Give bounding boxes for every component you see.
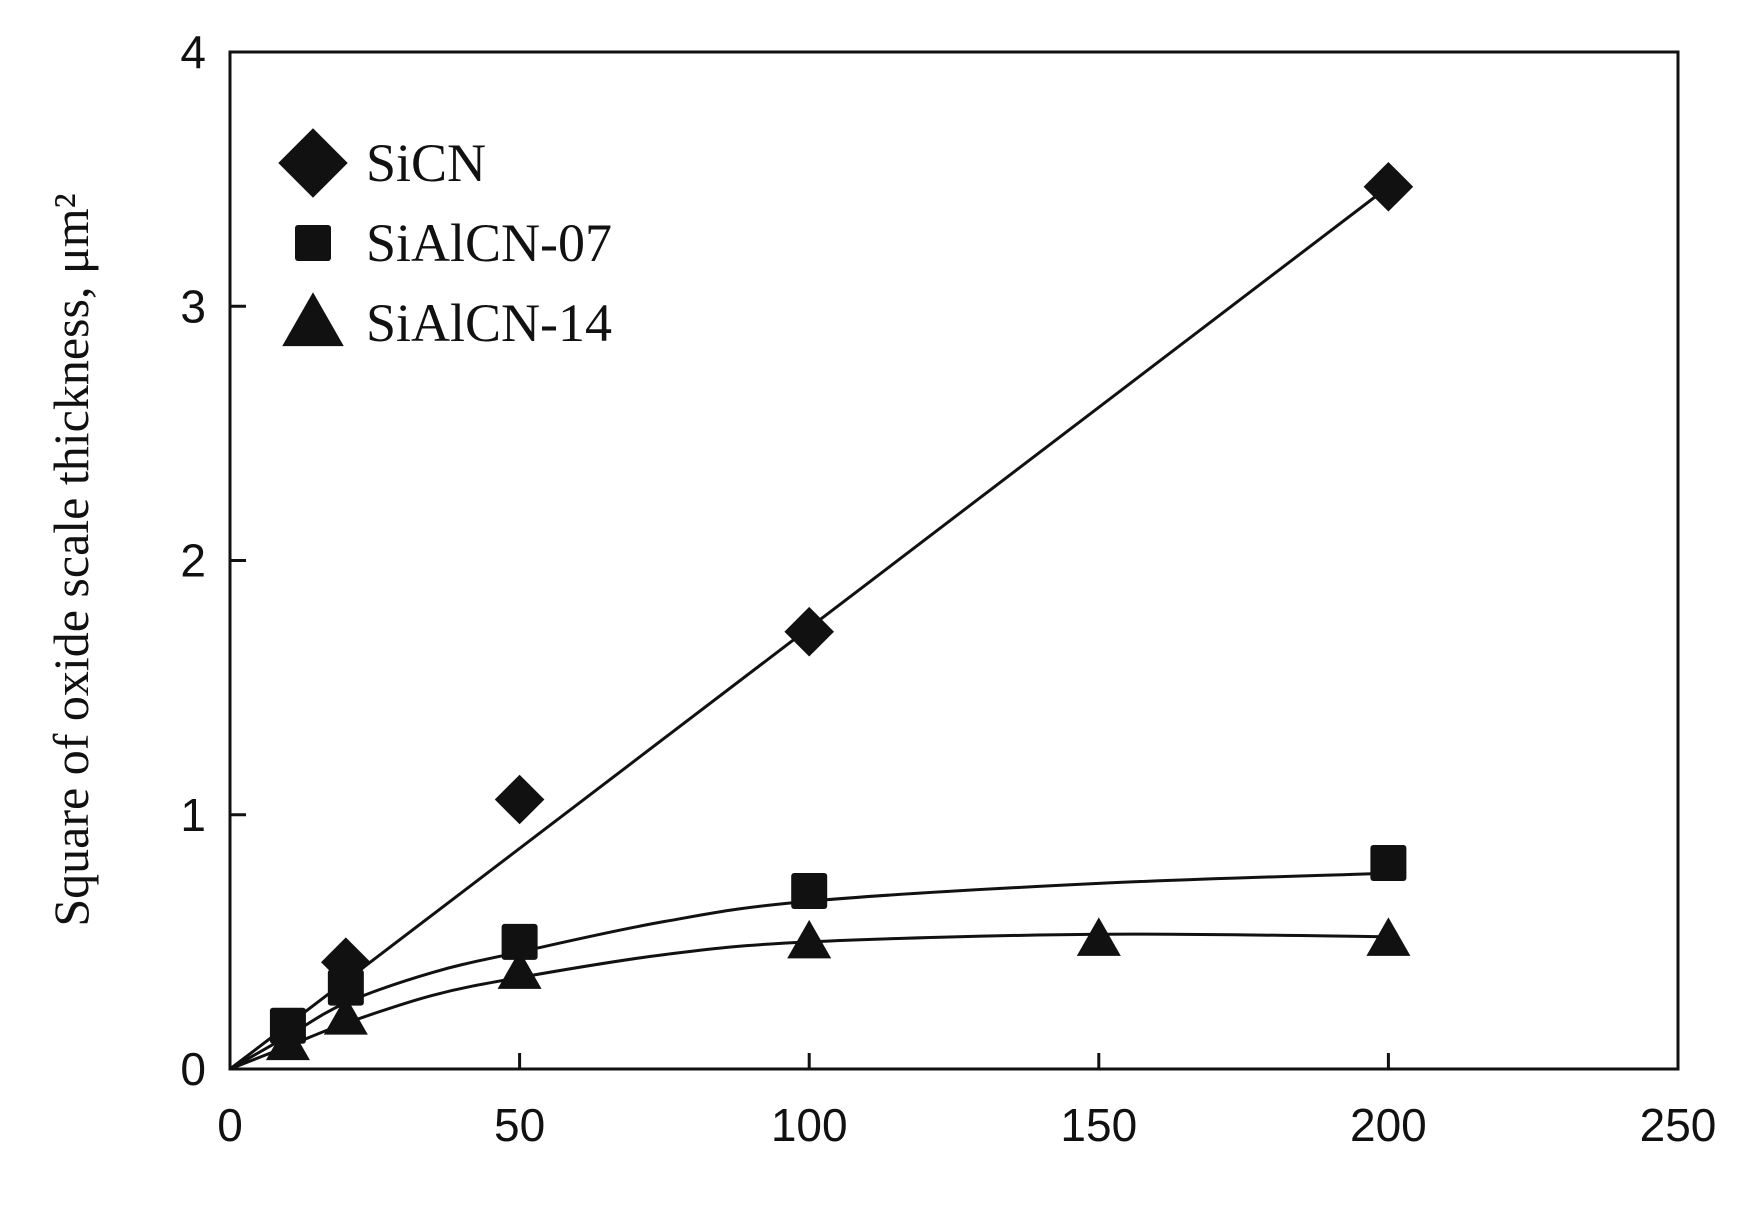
y-tick-label-4: 4 bbox=[180, 26, 206, 78]
legend-label-sialcn-14: SiAlCN-14 bbox=[366, 293, 612, 353]
point-sicn-200 bbox=[1363, 161, 1414, 212]
point-sialcn-07-100 bbox=[791, 873, 828, 910]
legend: SiCN SiAlCN-07 SiAlCN-14 bbox=[278, 128, 612, 353]
legend-label-sialcn-07: SiAlCN-07 bbox=[366, 213, 612, 273]
x-tick-label-50: 50 bbox=[494, 1099, 545, 1151]
y-tick-label-2: 2 bbox=[180, 535, 206, 587]
point-sialcn-14-150 bbox=[1076, 917, 1121, 956]
x-tick-label-0: 0 bbox=[217, 1099, 243, 1151]
y-tick-label-0: 0 bbox=[180, 1043, 206, 1095]
y-tick-label-3: 3 bbox=[180, 280, 206, 332]
legend-marker-sialcn-07 bbox=[295, 225, 331, 261]
point-sialcn-14-100 bbox=[787, 919, 832, 959]
legend-label-sicn: SiCN bbox=[366, 133, 486, 193]
y-tick-label-1: 1 bbox=[180, 789, 206, 841]
point-sialcn-07-200 bbox=[1370, 845, 1407, 882]
x-axis-ticks bbox=[228, 1053, 1680, 1069]
fit-line-sialcn-07 bbox=[229, 871, 1389, 1071]
x-tick-label-200: 200 bbox=[1350, 1099, 1427, 1151]
point-sicn-100 bbox=[784, 606, 834, 657]
y-axis-tick-labels: 0 1 2 3 4 bbox=[180, 26, 206, 1095]
point-sialcn-14-20 bbox=[323, 996, 368, 1035]
point-sialcn-07-50 bbox=[501, 923, 538, 960]
point-sicn-50 bbox=[494, 774, 545, 825]
x-tick-label-100: 100 bbox=[771, 1099, 848, 1151]
point-sialcn-14-10 bbox=[265, 1021, 310, 1061]
y-axis-ticks bbox=[230, 50, 246, 1071]
x-axis-tick-labels: 0 50 100 150 200 250 bbox=[217, 1099, 1716, 1151]
x-tick-label-150: 150 bbox=[1060, 1099, 1137, 1151]
data-markers bbox=[265, 161, 1414, 1061]
legend-marker-sialcn-14 bbox=[282, 292, 344, 347]
x-tick-label-250: 250 bbox=[1640, 1099, 1717, 1151]
legend-marker-sicn bbox=[278, 128, 348, 198]
y-axis-title: Square of oxide scale thickness, μm² bbox=[43, 193, 99, 926]
plot-area-frame bbox=[228, 50, 1680, 1071]
point-sialcn-07-20 bbox=[327, 969, 364, 1006]
point-sialcn-14-200 bbox=[1366, 917, 1411, 956]
point-sialcn-14-50 bbox=[497, 950, 542, 989]
